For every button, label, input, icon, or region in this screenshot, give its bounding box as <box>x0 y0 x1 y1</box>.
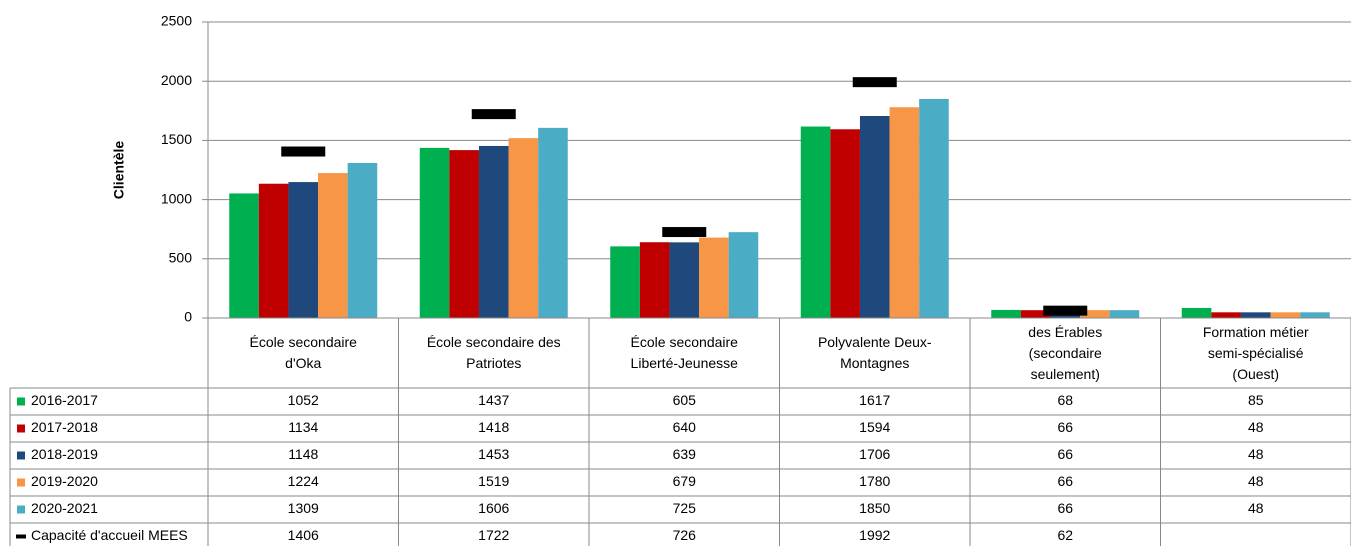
table-value: 1606 <box>478 500 509 516</box>
table-value: 48 <box>1248 500 1264 516</box>
bar <box>538 127 568 318</box>
bar <box>610 246 640 318</box>
bar <box>347 163 378 318</box>
y-tick-label: 1500 <box>161 131 192 147</box>
category-label: École secondaire Liberté-Jeunesse <box>630 334 738 371</box>
capacity-marker <box>662 227 707 238</box>
legend-label: 2019-2020 <box>31 473 98 489</box>
bar <box>1270 312 1301 318</box>
bar <box>229 193 259 318</box>
category-label: Polyvalente Deux- Montagnes <box>817 334 932 371</box>
y-tick-label: 500 <box>169 250 193 266</box>
bar <box>669 242 700 318</box>
legend-swatch <box>17 397 25 406</box>
table-value: 66 <box>1057 419 1073 435</box>
table-value: 1992 <box>859 527 890 543</box>
table-value: 1453 <box>478 446 509 462</box>
bar <box>258 183 289 318</box>
legend-label: 2020-2021 <box>31 500 98 516</box>
table-value: 1850 <box>859 500 890 516</box>
table-value: 62 <box>1057 527 1073 543</box>
table-value: 66 <box>1057 446 1073 462</box>
table-value: 1134 <box>288 419 318 435</box>
table-value: 726 <box>673 527 697 543</box>
bar <box>699 237 729 318</box>
legend-label: Capacité d'accueil MEES <box>31 527 188 543</box>
bar <box>1109 310 1140 318</box>
table-value: 48 <box>1248 446 1264 462</box>
table-value: 1617 <box>859 392 890 408</box>
bar <box>889 107 920 318</box>
category-label: École secondaire des Patriotes <box>426 334 561 371</box>
table-value: 605 <box>673 392 697 408</box>
table-value: 640 <box>673 419 697 435</box>
bar <box>830 129 860 318</box>
table-value: 1722 <box>478 527 509 543</box>
table-value: 1148 <box>288 446 318 462</box>
table-value: 1224 <box>288 473 319 489</box>
table-value: 48 <box>1248 473 1264 489</box>
table-value: 1406 <box>288 527 319 543</box>
legend-swatch <box>17 478 25 487</box>
bar <box>288 182 319 318</box>
y-tick-label: 2500 <box>161 13 192 29</box>
bar <box>728 232 759 318</box>
legend-label: 2018-2019 <box>31 446 98 462</box>
table-value: 1706 <box>859 446 890 462</box>
legend-swatch <box>17 451 25 460</box>
y-tick-label: 2000 <box>161 72 192 88</box>
table-value: 1519 <box>478 473 509 489</box>
table-value: 66 <box>1057 473 1073 489</box>
legend-swatch <box>17 505 25 514</box>
bar <box>991 309 1021 318</box>
bar <box>508 138 539 318</box>
legend-label: 2017-2018 <box>31 419 98 435</box>
category-label: des Érables (secondaire seulement) <box>1028 323 1103 382</box>
y-tick-label: 1000 <box>161 190 192 206</box>
capacity-marker <box>852 77 897 88</box>
table-value: 1437 <box>478 392 509 408</box>
table-value: 85 <box>1248 392 1264 408</box>
bar <box>1020 310 1051 318</box>
legend-swatch <box>17 424 25 433</box>
capacity-marker <box>281 146 326 157</box>
category-label: Formation métier semi-spécialisé (Ouest) <box>1202 323 1309 382</box>
bar <box>919 98 949 319</box>
table-value: 1309 <box>288 500 319 516</box>
bar <box>639 242 670 318</box>
bar <box>1300 312 1330 318</box>
table-value: 48 <box>1248 419 1264 435</box>
capacity-marker <box>1043 305 1088 316</box>
bar <box>800 126 831 318</box>
bar <box>859 116 890 318</box>
table-value: 679 <box>673 473 697 489</box>
y-axis-label: Clientèle <box>111 141 127 200</box>
legend-swatch <box>16 534 26 539</box>
table-value: 1780 <box>859 473 890 489</box>
table-value: 1052 <box>288 392 319 408</box>
bar <box>318 173 348 318</box>
table-value: 639 <box>673 446 697 462</box>
bar <box>1211 312 1241 318</box>
table-value: 66 <box>1057 500 1073 516</box>
bar <box>1080 310 1110 318</box>
table-value: 68 <box>1057 392 1073 408</box>
category-label: École secondaire d'Oka <box>249 334 357 371</box>
bar <box>449 150 479 318</box>
bar <box>1181 307 1212 318</box>
bar <box>419 147 450 318</box>
bar <box>1240 312 1271 318</box>
table-value: 1418 <box>478 419 509 435</box>
table-value: 725 <box>673 500 697 516</box>
table-value: 1594 <box>859 419 890 435</box>
y-tick-label: 0 <box>184 309 192 325</box>
bar <box>478 145 509 318</box>
legend-label: 2016-2017 <box>31 392 98 408</box>
capacity-marker <box>471 109 516 120</box>
